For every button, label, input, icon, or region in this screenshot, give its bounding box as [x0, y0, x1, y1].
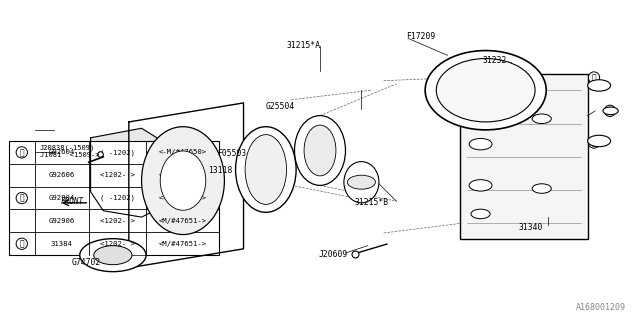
Text: ( -1202): ( -1202)	[100, 195, 135, 201]
Ellipse shape	[236, 127, 296, 212]
Text: G25504: G25504	[266, 102, 295, 111]
Text: ②: ②	[19, 194, 24, 203]
Text: 31384: 31384	[51, 241, 72, 247]
Text: G92606: G92606	[49, 172, 75, 178]
Text: 31215*A: 31215*A	[287, 41, 321, 50]
Text: G92604: G92604	[49, 149, 75, 156]
Text: ( -1202): ( -1202)	[100, 149, 135, 156]
Text: F05503: F05503	[217, 149, 246, 158]
Ellipse shape	[294, 116, 346, 185]
Text: J20838(-1509): J20838(-1509)	[40, 145, 95, 151]
Text: <M/#47651->: <M/#47651->	[159, 241, 207, 247]
Ellipse shape	[344, 162, 379, 203]
Ellipse shape	[304, 125, 336, 176]
Text: F17209: F17209	[406, 32, 435, 41]
Text: 31232: 31232	[483, 56, 507, 65]
Text: ①: ①	[592, 73, 596, 82]
Text: FRONT: FRONT	[61, 197, 84, 206]
Ellipse shape	[160, 151, 206, 210]
Text: J20609: J20609	[319, 250, 348, 259]
Ellipse shape	[436, 59, 535, 122]
Circle shape	[467, 96, 495, 110]
Circle shape	[532, 184, 551, 193]
Text: <M/#47651->: <M/#47651->	[159, 218, 207, 224]
Text: <-M/#47650>: <-M/#47650>	[159, 195, 207, 201]
Text: ①: ①	[19, 148, 24, 157]
Text: ②: ②	[592, 138, 596, 147]
Circle shape	[469, 180, 492, 191]
FancyBboxPatch shape	[460, 74, 588, 239]
Ellipse shape	[141, 127, 225, 235]
Text: <1202- >: <1202- >	[100, 172, 135, 178]
Text: ③: ③	[19, 239, 24, 248]
Ellipse shape	[245, 135, 287, 204]
Ellipse shape	[425, 51, 546, 130]
Bar	[9, 141, 220, 255]
Text: <M/#47651->: <M/#47651->	[159, 172, 207, 178]
Text: <1202- >: <1202- >	[100, 241, 135, 247]
Text: G92904: G92904	[49, 195, 75, 201]
Text: <1202- >: <1202- >	[100, 218, 135, 224]
Circle shape	[348, 175, 376, 189]
Text: G74702: G74702	[72, 258, 100, 267]
Text: <-M/#47650>: <-M/#47650>	[159, 149, 207, 156]
Circle shape	[471, 209, 490, 219]
Text: G92906: G92906	[49, 218, 75, 224]
Text: ③: ③	[607, 106, 612, 115]
Text: J1081  <1509->: J1081 <1509->	[40, 152, 99, 158]
Circle shape	[588, 80, 611, 91]
Circle shape	[80, 239, 146, 272]
Text: 13118: 13118	[209, 166, 233, 175]
Text: A168001209: A168001209	[576, 303, 626, 312]
Circle shape	[588, 135, 611, 147]
Circle shape	[603, 107, 618, 115]
Circle shape	[469, 139, 492, 150]
Circle shape	[532, 114, 551, 124]
Circle shape	[94, 246, 132, 265]
Text: 31340: 31340	[519, 223, 543, 232]
Text: 31215*B: 31215*B	[355, 198, 388, 207]
Polygon shape	[91, 128, 180, 217]
